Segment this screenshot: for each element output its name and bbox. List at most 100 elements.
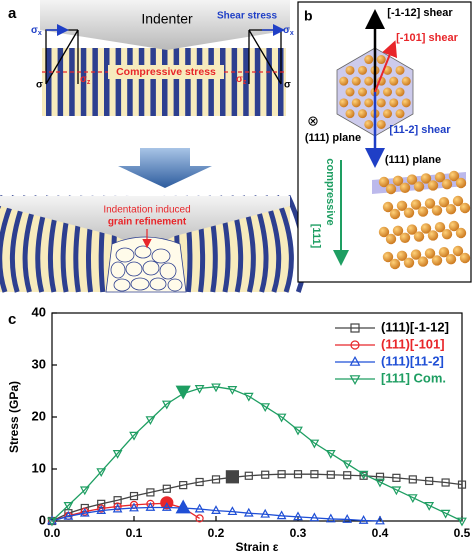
marker [179, 481, 188, 490]
marker [261, 470, 270, 479]
stripe [92, 48, 98, 116]
grain-text: grain refinement [108, 217, 187, 228]
sigma-x: σx [283, 25, 294, 37]
atom [424, 198, 436, 209]
out-of-plane-symbol: ⊗ [307, 113, 319, 129]
atom [382, 251, 394, 263]
marker [358, 515, 369, 524]
atom [383, 87, 392, 97]
sigma-z: σz [80, 74, 91, 86]
panel-label: b [304, 8, 313, 24]
marker [293, 426, 303, 436]
marker [309, 512, 320, 522]
marker [113, 502, 122, 511]
panel-label: a [8, 5, 17, 22]
legend-label: (111)[-1-12] [381, 319, 449, 334]
indenter-shape [40, 0, 290, 50]
marker [260, 508, 271, 518]
atom [459, 202, 471, 214]
atom [339, 98, 349, 108]
atom [396, 250, 408, 261]
marker [225, 470, 239, 484]
panel-c: c Strain ε Stress (GPa) 0.0 0.1 0.2 0.3 0.4 0… [7, 304, 470, 554]
series-line [51, 502, 200, 522]
grains [110, 245, 183, 292]
atom [385, 183, 397, 195]
atom [395, 65, 405, 75]
marker [358, 470, 369, 480]
atom [345, 65, 355, 75]
atom [395, 109, 405, 119]
marker [407, 494, 418, 504]
atom [358, 109, 367, 119]
marker [146, 488, 155, 497]
grain [113, 278, 131, 292]
atom [452, 245, 464, 257]
marker [457, 480, 467, 489]
grain [159, 262, 177, 280]
shear-arrow [374, 40, 398, 93]
marker [440, 509, 451, 519]
y-tick-label: 0 [39, 512, 46, 527]
shear-label: [-101] shear [396, 32, 458, 44]
grain [130, 277, 150, 291]
sigma: σ [31, 25, 38, 36]
marker [375, 515, 385, 525]
atom [427, 180, 439, 191]
atom [420, 223, 432, 234]
sigma: σ [80, 74, 87, 85]
marker [392, 473, 401, 482]
atom [364, 98, 374, 108]
marker [211, 475, 221, 484]
atom [399, 182, 411, 193]
marker [293, 470, 303, 479]
subscript: z [87, 79, 91, 86]
marker [175, 499, 191, 514]
marker [276, 413, 287, 423]
atom [389, 76, 399, 86]
marker [47, 517, 57, 527]
marker [162, 484, 171, 493]
atom [339, 76, 349, 86]
marker [96, 505, 107, 514]
marker [194, 503, 205, 513]
atom [389, 98, 399, 108]
atom [382, 201, 394, 213]
marker [243, 507, 254, 517]
legend-marker [349, 355, 361, 366]
marker [96, 468, 107, 478]
legend-label: [111] Com. [381, 370, 446, 385]
stripe [185, 48, 191, 116]
atom [448, 220, 460, 232]
x-tick-label: 0.5 [454, 526, 471, 540]
indenter-label: Indenter [141, 11, 193, 27]
direction-label: [111] [310, 224, 322, 249]
panel-label: c [8, 311, 16, 328]
grain [149, 277, 167, 291]
atom [351, 98, 361, 108]
marker [342, 460, 353, 470]
atom [459, 252, 471, 264]
atom [364, 55, 374, 65]
marker [391, 486, 402, 496]
marker [129, 491, 139, 501]
subscript: x [290, 30, 294, 37]
marker [129, 431, 139, 441]
atom [417, 256, 429, 267]
atom [378, 226, 390, 238]
atom [392, 225, 404, 236]
atom [441, 229, 453, 240]
x-tick-label: 0.2 [208, 526, 225, 540]
atom [417, 206, 429, 217]
marker [325, 513, 336, 523]
atom [385, 233, 397, 245]
stripe [173, 48, 180, 116]
stripe [162, 48, 168, 116]
atom [401, 76, 411, 86]
grain [125, 261, 143, 277]
stripe [243, 48, 249, 116]
stripe [220, 48, 226, 116]
atom [395, 87, 405, 97]
marker [227, 386, 238, 395]
